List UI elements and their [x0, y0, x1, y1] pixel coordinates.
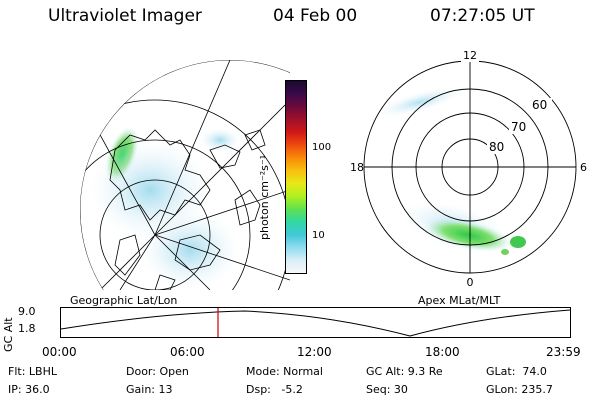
- time-tick-0000: 00:00: [42, 345, 77, 359]
- colorbar: [285, 80, 307, 274]
- time-tick-1200: 12:00: [297, 345, 332, 359]
- altitude-ylabel: GC Alt: [2, 317, 15, 352]
- mlt-18-label: 18: [350, 161, 364, 174]
- dsp-status: Dsp: -5.2: [246, 383, 303, 396]
- time-tick-1800: 18:00: [425, 345, 460, 359]
- mlt-12-label: 12: [463, 49, 477, 62]
- date-label: 04 Feb 00: [273, 6, 358, 26]
- geographic-map: [80, 60, 290, 290]
- lat-60-label: 60: [532, 98, 547, 112]
- mlt-0-label: 0: [467, 276, 474, 289]
- apex-panel-title: Apex MLat/MLT: [418, 294, 501, 307]
- colorbar-tick-100: 100: [312, 142, 332, 153]
- glat-status: GLat: 74.0: [486, 365, 547, 378]
- lat-80-label: 80: [489, 140, 504, 154]
- glon-status: GLon: 235.7: [486, 383, 553, 396]
- mode-status: Mode: Normal: [246, 365, 323, 378]
- gain-status: Gain: 13: [126, 383, 173, 396]
- altitude-plot: [60, 307, 571, 338]
- time-tick-2359: 23:59: [546, 345, 581, 359]
- geographic-panel-title: Geographic Lat/Lon: [70, 294, 178, 307]
- gc-alt-status: GC Alt: 9.3 Re: [366, 365, 443, 378]
- time-label: 07:27:05 UT: [430, 6, 535, 26]
- polar-plot: 12 0 18 6 60 70 80: [350, 48, 587, 289]
- lat-70-label: 70: [511, 120, 526, 134]
- altitude-y-top: 9.0: [18, 305, 36, 318]
- seq-status: Seq: 30: [366, 383, 408, 396]
- mlt-6-label: 6: [580, 161, 587, 174]
- time-tick-0600: 06:00: [170, 345, 205, 359]
- colorbar-tick-10: 10: [312, 230, 325, 241]
- filter-status: Flt: LBHL: [8, 365, 57, 378]
- ip-status: IP: 36.0: [8, 383, 50, 396]
- instrument-title: Ultraviolet Imager: [48, 6, 202, 26]
- colorbar-unit-label: photon cm⁻²s⁻¹: [258, 154, 271, 240]
- door-status: Door: Open: [126, 365, 189, 378]
- altitude-y-bottom: 1.8: [18, 322, 36, 335]
